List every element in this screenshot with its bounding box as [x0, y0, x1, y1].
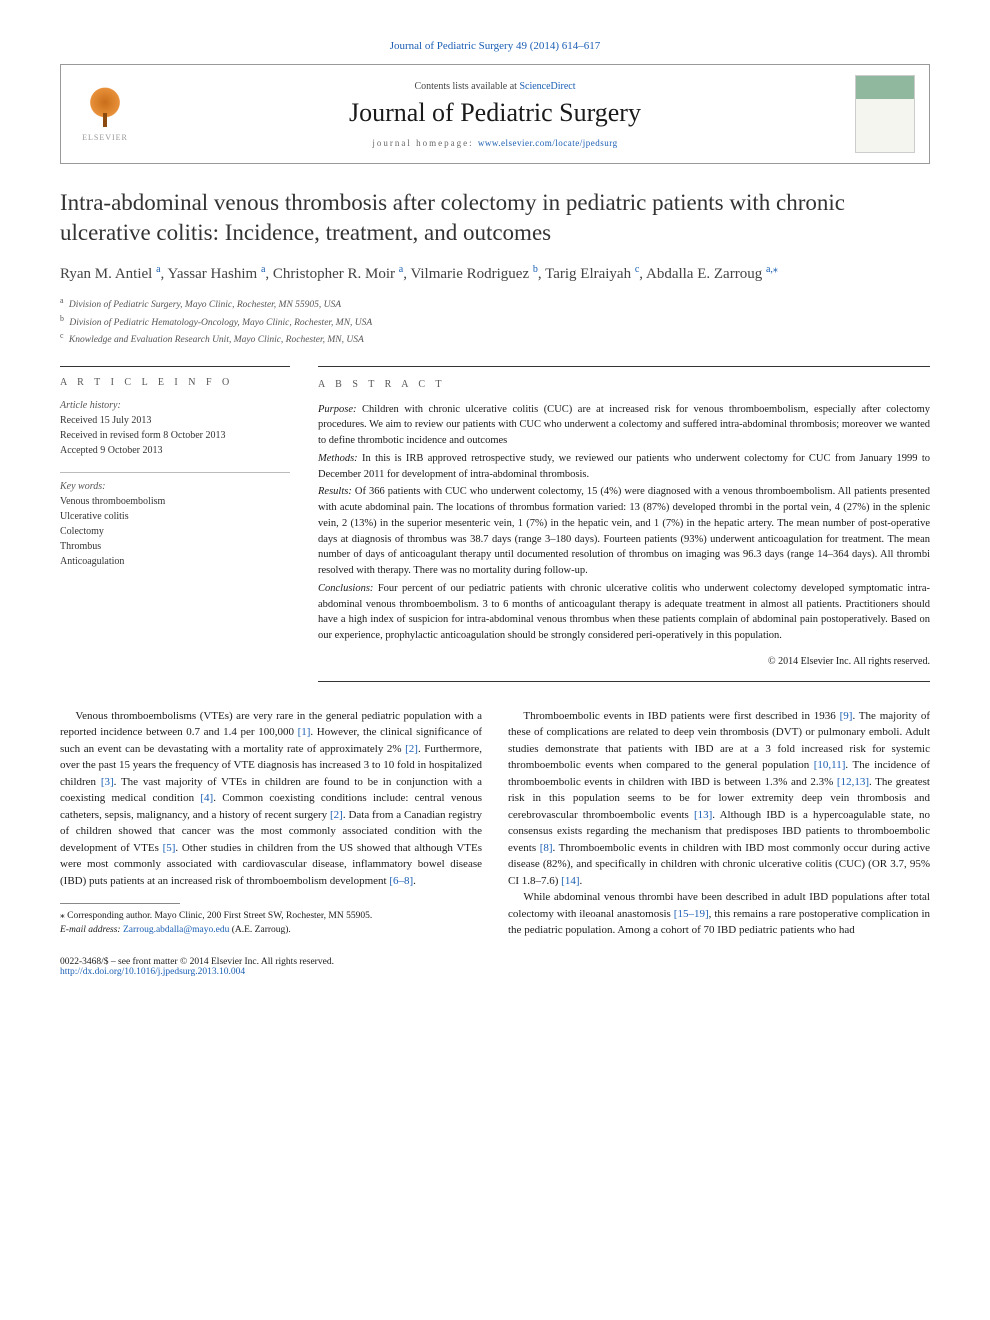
bottom-bar: 0022-3468/$ – see front matter © 2014 El… [60, 957, 930, 977]
abstract-methods: Methods: In this is IRB approved retrosp… [318, 451, 930, 483]
affiliation-text: Division of Pediatric Surgery, Mayo Clin… [69, 300, 341, 310]
citation-link[interactable]: [12,13] [837, 776, 869, 788]
corresponding-star-icon: ⁎ [773, 264, 778, 275]
citation-link[interactable]: [2] [405, 743, 418, 755]
affil-sup: b [533, 264, 538, 275]
journal-header-box: ELSEVIER Contents lists available at Sci… [60, 64, 930, 164]
history-line: Received in revised form 8 October 2013 [60, 428, 290, 443]
contents-prefix: Contents lists available at [414, 81, 519, 92]
citation-link[interactable]: [6–8] [389, 875, 413, 887]
homepage-line: journal homepage: www.elsevier.com/locat… [135, 138, 855, 148]
affil-sup: a [261, 264, 265, 275]
keyword: Anticoagulation [60, 554, 290, 569]
affil-sup: a [156, 264, 160, 275]
author: Christopher R. Moir [273, 266, 395, 282]
abstract-conclusions: Conclusions: Four percent of our pediatr… [318, 581, 930, 644]
citation-link[interactable]: [2] [330, 809, 343, 821]
keyword: Venous thromboembolism [60, 494, 290, 509]
body-paragraph: While abdominal venous thrombi have been… [508, 889, 930, 939]
article-info-label: A R T I C L E I N F O [60, 377, 290, 388]
journal-cover-thumbnail [855, 75, 915, 153]
affil-sup: a [399, 264, 403, 275]
abstract-label: A B S T R A C T [318, 377, 930, 392]
corresponding-footnote: ⁎ Corresponding author. Mayo Clinic, 200… [60, 910, 482, 937]
citation-link[interactable]: [13] [694, 809, 712, 821]
body-paragraph: Venous thromboembolisms (VTEs) are very … [60, 708, 482, 890]
citation-link[interactable]: [14] [561, 875, 579, 887]
history-heading: Article history: [60, 400, 290, 411]
contents-line: Contents lists available at ScienceDirec… [135, 81, 855, 92]
citation-link[interactable]: [4] [200, 792, 213, 804]
affil-sup: c [635, 264, 639, 275]
affil-sup: a, [766, 264, 773, 275]
article-title: Intra-abdominal venous thrombosis after … [60, 188, 930, 248]
footnote-line: ⁎ Corresponding author. Mayo Clinic, 200… [60, 910, 482, 923]
issn-line: 0022-3468/$ – see front matter © 2014 El… [60, 957, 334, 967]
elsevier-tree-icon [83, 87, 127, 131]
author: Yassar Hashim [167, 266, 257, 282]
elsevier-logo: ELSEVIER [75, 79, 135, 149]
journal-reference: Journal of Pediatric Surgery 49 (2014) 6… [60, 40, 930, 52]
sciencedirect-link[interactable]: ScienceDirect [519, 81, 575, 92]
footnote-rule [60, 903, 180, 904]
doi-link[interactable]: http://dx.doi.org/10.1016/j.jpedsurg.201… [60, 967, 245, 977]
keyword: Ulcerative colitis [60, 509, 290, 524]
author: Ryan M. Antiel [60, 266, 152, 282]
publisher-name: ELSEVIER [82, 133, 128, 142]
homepage-link[interactable]: www.elsevier.com/locate/jpedsurg [478, 138, 618, 148]
citation-link[interactable]: [1] [298, 726, 311, 738]
affiliation: b Division of Pediatric Hematology-Oncol… [60, 313, 930, 330]
keywords-heading: Key words: [60, 481, 290, 492]
abstract-copyright: © 2014 Elsevier Inc. All rights reserved… [318, 654, 930, 669]
abstract-results: Results: Of 366 patients with CUC who un… [318, 484, 930, 579]
affiliations: a Division of Pediatric Surgery, Mayo Cl… [60, 295, 930, 347]
citation-link[interactable]: [15–19] [674, 908, 709, 920]
footnote-email-line: E-mail address: Zarroug.abdalla@mayo.edu… [60, 924, 482, 937]
history-line: Received 15 July 2013 [60, 413, 290, 428]
affiliation-text: Knowledge and Evaluation Research Unit, … [69, 335, 364, 345]
keyword: Colectomy [60, 524, 290, 539]
affiliation: c Knowledge and Evaluation Research Unit… [60, 330, 930, 347]
author-list: Ryan M. Antiel a, Yassar Hashim a, Chris… [60, 262, 930, 286]
homepage-prefix: journal homepage: [372, 138, 477, 148]
email-suffix: (A.E. Zarroug). [229, 925, 290, 935]
history-line: Accepted 9 October 2013 [60, 443, 290, 458]
author: Abdalla E. Zarroug [646, 266, 762, 282]
journal-name: Journal of Pediatric Surgery [135, 98, 855, 128]
author: Vilmarie Rodriguez [410, 266, 529, 282]
keyword: Thrombus [60, 539, 290, 554]
abstract-block: A B S T R A C T Purpose: Children with c… [318, 366, 930, 682]
author: Tarig Elraiyah [545, 266, 631, 282]
citation-link[interactable]: [8] [540, 842, 553, 854]
journal-ref-link[interactable]: Journal of Pediatric Surgery 49 (2014) 6… [390, 40, 601, 52]
citation-link[interactable]: [5] [163, 842, 176, 854]
article-info-block: A R T I C L E I N F O Article history: R… [60, 366, 290, 682]
email-link[interactable]: Zarroug.abdalla@mayo.edu [123, 925, 229, 935]
abstract-purpose: Purpose: Children with chronic ulcerativ… [318, 402, 930, 449]
body-paragraph: Thromboembolic events in IBD patients we… [508, 708, 930, 890]
citation-link[interactable]: [10,11] [814, 759, 846, 771]
citation-link[interactable]: [9] [840, 710, 853, 722]
affiliation: a Division of Pediatric Surgery, Mayo Cl… [60, 295, 930, 312]
email-label: E-mail address: [60, 925, 123, 935]
citation-link[interactable]: [3] [101, 776, 114, 788]
affiliation-text: Division of Pediatric Hematology-Oncolog… [69, 318, 372, 328]
body-text: Venous thromboembolisms (VTEs) are very … [60, 708, 930, 939]
